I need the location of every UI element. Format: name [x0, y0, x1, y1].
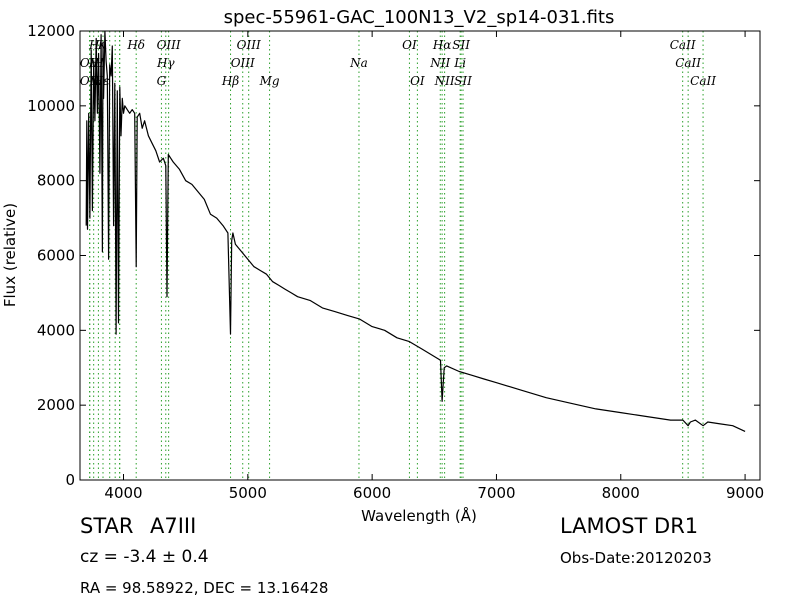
- x-tick-label: 6000: [353, 484, 391, 502]
- y-tick-label: 8000: [37, 172, 75, 190]
- line-label-oiii: OIII: [237, 38, 261, 52]
- y-tick-label: 0: [65, 471, 75, 489]
- line-label-caii: CaII: [675, 56, 701, 70]
- line-label-oi: OI: [410, 74, 425, 88]
- line-label-hδ: Hδ: [126, 38, 145, 52]
- object-subclass: A7III: [150, 514, 197, 538]
- line-label-nii: NII: [429, 56, 450, 70]
- x-tick-label: 9000: [726, 484, 764, 502]
- y-tick-label: 2000: [37, 396, 75, 414]
- line-label-oii: OII: [80, 74, 100, 88]
- line-label-h: H: [92, 56, 104, 70]
- line-label-na: Na: [349, 56, 368, 70]
- line-label-g: G: [157, 74, 167, 88]
- y-axis-label: Flux (relative): [1, 203, 19, 307]
- y-tick-label: 10000: [27, 97, 75, 115]
- line-label-sii: SII: [454, 74, 472, 88]
- line-label-oi: OI: [402, 38, 417, 52]
- coordinates: RA = 98.58922, DEC = 13.16428: [80, 579, 329, 597]
- x-tick-label: 8000: [602, 484, 640, 502]
- y-tick-label: 12000: [27, 22, 75, 40]
- x-tick-label: 5000: [229, 484, 267, 502]
- x-tick-label: 4000: [104, 484, 142, 502]
- line-label-hε: Hε: [92, 74, 110, 88]
- redshift-value: cz = -3.4 ± 0.4: [80, 547, 209, 567]
- line-label-k: K: [97, 38, 108, 52]
- line-label-sii: SII: [452, 38, 470, 52]
- line-label-oiii: OIII: [231, 56, 255, 70]
- line-label-caii: CaII: [690, 74, 716, 88]
- observation-date: Obs-Date:20120203: [560, 549, 712, 567]
- x-tick-label: 7000: [477, 484, 515, 502]
- plot-frame: [79, 30, 761, 481]
- line-label-li: Li: [453, 56, 466, 70]
- y-tick-label: 4000: [37, 321, 75, 339]
- line-label-hα: Hα: [432, 38, 452, 52]
- line-label-nii: NII: [434, 74, 455, 88]
- object-class: STAR: [80, 514, 134, 538]
- spectrum-line: [85, 31, 746, 432]
- line-label-caii: CaII: [670, 38, 696, 52]
- y-tick-label: 6000: [37, 247, 75, 265]
- line-label-oii: OII: [80, 56, 100, 70]
- line-label-hβ: Hβ: [221, 74, 239, 88]
- line-label-mg: Mg: [259, 74, 280, 88]
- survey-name: LAMOST DR1: [560, 514, 699, 538]
- x-axis-label: Wavelength (Å): [361, 506, 477, 525]
- line-label-oiii: OIII: [157, 38, 181, 52]
- line-label-h: H: [88, 38, 100, 52]
- line-label-h: H: [88, 56, 100, 70]
- line-label-hγ: Hγ: [156, 56, 175, 70]
- chart-title: spec-55961-GAC_100N13_V2_sp14-031.fits: [224, 7, 615, 28]
